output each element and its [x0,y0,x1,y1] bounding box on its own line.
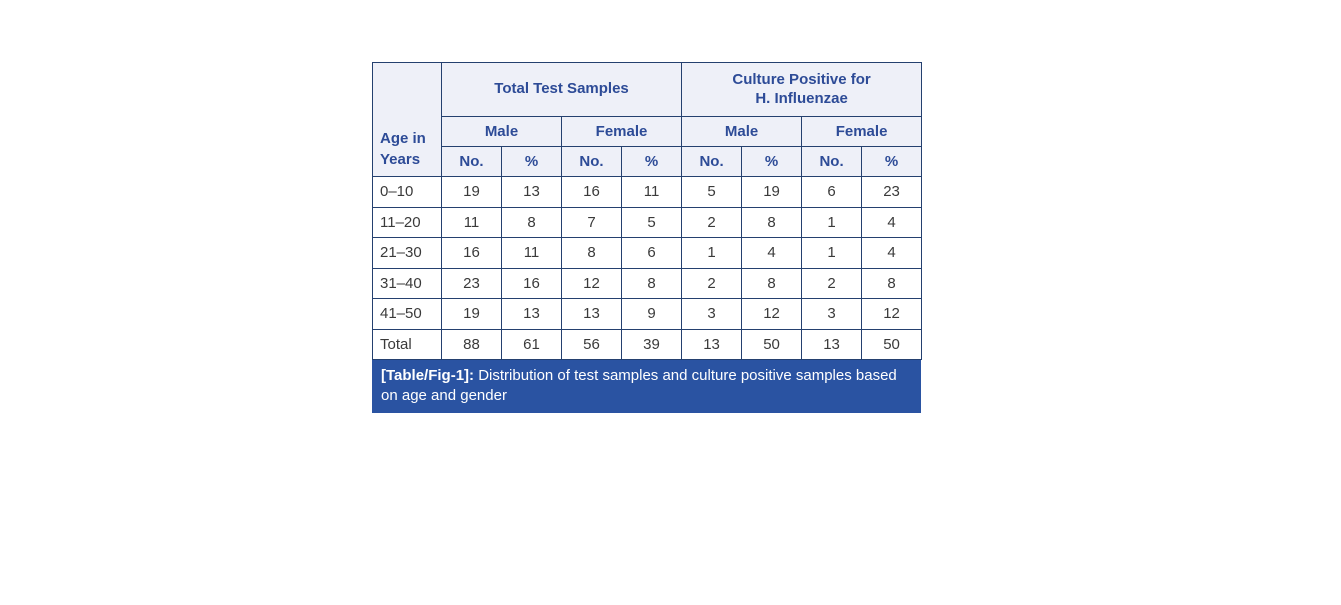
data-cell: 2 [801,267,863,299]
table-row: 31–40 23 16 12 8 2 8 2 8 [372,267,923,299]
header-pct: % [501,146,562,177]
data-cell: 50 [861,328,923,360]
header-culture-positive: Culture Positive for H. Influenzae [681,62,923,117]
data-cell: 2 [681,267,743,299]
caption-text: Distribution of test samples and culture… [381,367,897,404]
row-label: 41–50 [372,298,442,330]
data-cell: 5 [620,206,683,238]
header-male-culture: Male [681,116,803,147]
header-measure-row: No. % No. % No. % No. % [373,146,923,177]
data-cell: 19 [441,176,502,208]
table-row: 0–10 19 13 16 11 5 19 6 23 [372,176,923,208]
data-cell: 39 [620,328,683,360]
header-pct: % [620,146,683,177]
data-cell: 16 [441,237,502,269]
header-no: No. [441,146,502,177]
data-cell: 1 [801,237,863,269]
data-cell: 8 [741,267,803,299]
table-row: 11–20 11 8 7 5 2 8 1 4 [372,206,923,238]
data-cell: 11 [501,237,562,269]
data-cell: 12 [561,267,622,299]
header-no: No. [561,146,622,177]
row-label: Total [372,328,442,360]
data-cell: 13 [501,298,562,330]
row-label: 21–30 [372,237,442,269]
header-group-row: Age in Years Total Test Samples Culture … [372,62,923,177]
data-cell: 8 [561,237,622,269]
data-cell: 4 [861,237,923,269]
data-cell: 19 [741,176,803,208]
header-no: No. [801,146,863,177]
data-cell: 11 [620,176,683,208]
row-label: 0–10 [372,176,442,208]
data-cell: 8 [501,206,562,238]
caption-label: [Table/Fig-1]: [381,367,475,384]
header-female-total: Female [560,116,683,147]
row-label: 31–40 [372,267,442,299]
data-table: Age in Years Total Test Samples Culture … [372,62,923,360]
data-cell: 13 [801,328,863,360]
data-cell: 11 [441,206,502,238]
data-cell: 1 [681,237,743,269]
table-row: Total 88 61 56 39 13 50 13 50 [372,328,923,360]
data-cell: 4 [741,237,803,269]
table-caption: [Table/Fig-1]: Distribution of test samp… [372,360,921,413]
data-cell: 13 [501,176,562,208]
data-cell: 4 [861,206,923,238]
data-cell: 50 [741,328,803,360]
data-cell: 6 [620,237,683,269]
table-row: 21–30 16 11 8 6 1 4 1 4 [372,237,923,269]
data-cell: 12 [861,298,923,330]
data-cell: 8 [741,206,803,238]
data-cell: 1 [801,206,863,238]
table-body: 0–10 19 13 16 11 5 19 6 23 11–20 11 8 7 5 2 8 1 4 21–30 16 1… [372,176,923,360]
data-cell: 61 [501,328,562,360]
header-no: No. [681,146,743,177]
data-cell: 8 [620,267,683,299]
header-pct: % [741,146,803,177]
data-cell: 13 [561,298,622,330]
data-cell: 88 [441,328,502,360]
header-age-in-years: Age in Years [372,62,442,177]
data-cell: 9 [620,298,683,330]
data-cell: 16 [501,267,562,299]
header-female-culture: Female [801,116,923,147]
table-row: 41–50 19 13 13 9 3 12 3 12 [372,298,923,330]
header-pct: % [861,146,923,177]
data-cell: 23 [441,267,502,299]
header-total-test-samples: Total Test Samples [440,62,683,117]
header-gender-row: Male Female Male Female [373,116,923,147]
data-cell: 5 [681,176,743,208]
data-cell: 23 [861,176,923,208]
data-cell: 13 [681,328,743,360]
data-cell: 16 [561,176,622,208]
table-fig-1: Age in Years Total Test Samples Culture … [372,62,923,413]
data-cell: 3 [681,298,743,330]
data-cell: 56 [561,328,622,360]
data-cell: 8 [861,267,923,299]
data-cell: 19 [441,298,502,330]
data-cell: 6 [801,176,863,208]
header-male-total: Male [441,116,562,147]
row-label: 11–20 [372,206,442,238]
data-cell: 2 [681,206,743,238]
data-cell: 12 [741,298,803,330]
data-cell: 7 [561,206,622,238]
data-cell: 3 [801,298,863,330]
